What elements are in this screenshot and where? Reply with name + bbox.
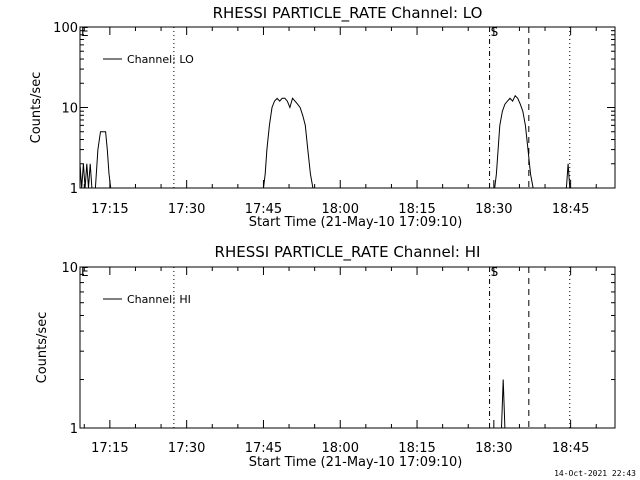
x-tick-label: 17:45 xyxy=(245,202,282,217)
hi-channel-panel: RHESSI PARTICLE_RATE Channel: HI 1 10 17:15… xyxy=(35,243,616,470)
chart-title: RHESSI PARTICLE_RATE Channel: LO xyxy=(213,4,483,23)
y-tick-label: 10 xyxy=(61,102,78,117)
corner-label: E xyxy=(81,265,89,279)
x-tick-label: 18:00 xyxy=(322,441,359,456)
x-tick-label: 18:30 xyxy=(475,441,512,456)
timestamp-footer: 14-Oct-2021 22:43 xyxy=(554,469,636,478)
marker-label: S xyxy=(491,25,499,39)
legend-label: Channel: HI xyxy=(127,293,191,306)
x-tick-label: 18:15 xyxy=(398,202,435,217)
legend-label: Channel: LO xyxy=(127,53,194,66)
corner-label: E xyxy=(81,25,89,39)
x-tick-label: 18:30 xyxy=(475,202,512,217)
marker-label: S xyxy=(491,265,499,279)
series-line xyxy=(501,379,507,429)
x-tick-label: 17:45 xyxy=(245,441,282,456)
x-tick-label: 18:45 xyxy=(552,441,589,456)
y-tick-label: 1 xyxy=(70,422,78,437)
y-tick-label: 10 xyxy=(61,261,78,276)
plot-frame xyxy=(79,266,616,429)
lo-channel-panel: RHESSI PARTICLE_RATE Channel: LO 1 10 100 17… xyxy=(29,4,616,230)
y-tick-label: 1 xyxy=(70,182,78,197)
x-tick-label: 18:15 xyxy=(398,441,435,456)
plot-frame xyxy=(79,26,616,189)
x-axis-label: Start Time (21-May-10 17:09:10) xyxy=(249,215,463,230)
y-tick-label: 100 xyxy=(53,21,78,36)
x-tick-label: 17:30 xyxy=(168,202,205,217)
x-tick-label: 17:15 xyxy=(91,202,128,217)
x-axis-label: Start Time (21-May-10 17:09:10) xyxy=(249,455,463,470)
y-axis-label: Counts/sec xyxy=(35,312,50,384)
x-tick-label: 18:45 xyxy=(552,202,589,217)
x-tick-label: 17:30 xyxy=(168,441,205,456)
chart-title: RHESSI PARTICLE_RATE Channel: HI xyxy=(215,243,481,262)
x-tick-label: 18:00 xyxy=(322,202,359,217)
x-tick-label: 17:15 xyxy=(91,441,128,456)
series-line xyxy=(79,94,572,189)
y-axis-label: Counts/sec xyxy=(29,72,44,144)
